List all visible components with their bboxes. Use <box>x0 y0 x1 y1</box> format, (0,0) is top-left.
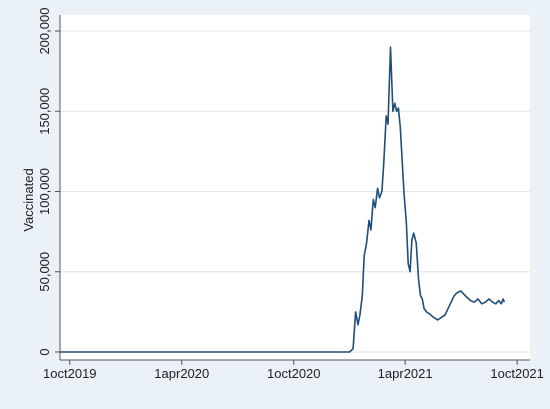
x-axis-ticks: 1oct2019 1apr2020 1oct2020 1apr2021 1oct2021 <box>43 360 544 381</box>
vaccinated-series-line <box>60 46 506 353</box>
grid-lines <box>60 30 530 353</box>
x-tick-label: 1apr2021 <box>378 366 433 381</box>
y-tick-label: 100,000 <box>37 168 52 215</box>
x-tick-label: 1apr2020 <box>154 366 209 381</box>
x-tick-label: 1oct2019 <box>43 366 97 381</box>
y-axis-label: Vaccinated <box>21 168 36 231</box>
x-tick-label: 1oct2021 <box>490 366 544 381</box>
y-tick-label: 150,000 <box>37 88 52 135</box>
y-axis-ticks: 0 50,000 100,000 150,000 200,000 <box>37 8 60 356</box>
y-tick-label: 0 <box>37 348 52 355</box>
y-tick-label: 50,000 <box>37 252 52 292</box>
x-tick-label: 1oct2020 <box>267 366 321 381</box>
plot-area <box>60 15 530 360</box>
y-tick-label: 200,000 <box>37 8 52 55</box>
